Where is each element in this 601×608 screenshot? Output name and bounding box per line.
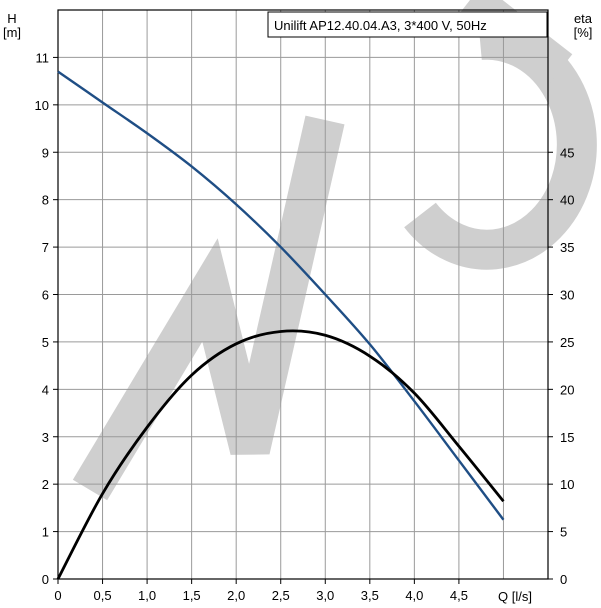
head-curve bbox=[57, 70, 505, 521]
left-axis-title-line1: H bbox=[7, 11, 16, 26]
grid bbox=[58, 9, 548, 579]
right-tick-label: 25 bbox=[560, 335, 574, 350]
right-tick-label: 0 bbox=[560, 572, 567, 587]
right-tick-label: 35 bbox=[560, 240, 574, 255]
left-tick-label: 6 bbox=[42, 288, 49, 303]
legend-text: Unilift AP12.40.04.A3, 3*400 V, 50Hz bbox=[274, 18, 487, 33]
left-tick-label: 11 bbox=[36, 50, 50, 65]
left-tick-label: 9 bbox=[42, 145, 49, 160]
left-tick-label: 1 bbox=[42, 525, 49, 540]
right-tick-label: 5 bbox=[560, 525, 567, 540]
left-tick-label: 2 bbox=[42, 477, 49, 492]
left-tick-label: 5 bbox=[42, 335, 49, 350]
right-axis-title-line2: [%] bbox=[574, 25, 593, 40]
left-tick-label: 4 bbox=[42, 382, 49, 397]
watermark-m bbox=[72, 115, 345, 501]
x-tick-label: 0 bbox=[54, 588, 61, 603]
left-tick-label: 8 bbox=[42, 193, 49, 208]
efficiency-curve bbox=[56, 329, 505, 580]
right-tick-label: 20 bbox=[560, 382, 574, 397]
x-tick-label: 2,5 bbox=[272, 588, 290, 603]
x-tick-label: 4,0 bbox=[405, 588, 423, 603]
left-axis-title-line2: [m] bbox=[3, 25, 21, 40]
left-tick-label: 7 bbox=[42, 240, 49, 255]
x-axis-ticks: 0 0,5 1,0 1,5 2,0 2,5 3,0 3,5 4,0 4,5 bbox=[54, 579, 468, 603]
right-axis-title-line1: eta bbox=[574, 11, 593, 26]
x-tick-label: 3,0 bbox=[316, 588, 334, 603]
x-tick-label: 4,5 bbox=[450, 588, 468, 603]
right-tick-label: 10 bbox=[560, 477, 574, 492]
left-tick-label: 3 bbox=[42, 430, 49, 445]
right-axis-ticks: 0 5 10 15 20 25 30 35 40 45 bbox=[548, 145, 574, 587]
x-tick-label: 2,0 bbox=[227, 588, 245, 603]
x-tick-label: 0,5 bbox=[94, 588, 112, 603]
x-tick-label: 1,0 bbox=[138, 588, 156, 603]
right-tick-label: 30 bbox=[560, 288, 574, 303]
legend-box bbox=[267, 11, 548, 38]
right-tick-label: 40 bbox=[560, 193, 574, 208]
right-tick-label: 15 bbox=[560, 430, 574, 445]
right-tick-label: 45 bbox=[560, 145, 574, 160]
left-tick-label: 0 bbox=[42, 572, 49, 587]
left-tick-label: 10 bbox=[35, 98, 49, 113]
x-tick-label: 3,5 bbox=[361, 588, 379, 603]
x-axis-title: Q [l/s] bbox=[498, 589, 532, 604]
x-tick-label: 1,5 bbox=[183, 588, 201, 603]
left-axis-ticks: 0 1 2 3 4 5 6 7 8 9 10 11 bbox=[35, 50, 58, 587]
